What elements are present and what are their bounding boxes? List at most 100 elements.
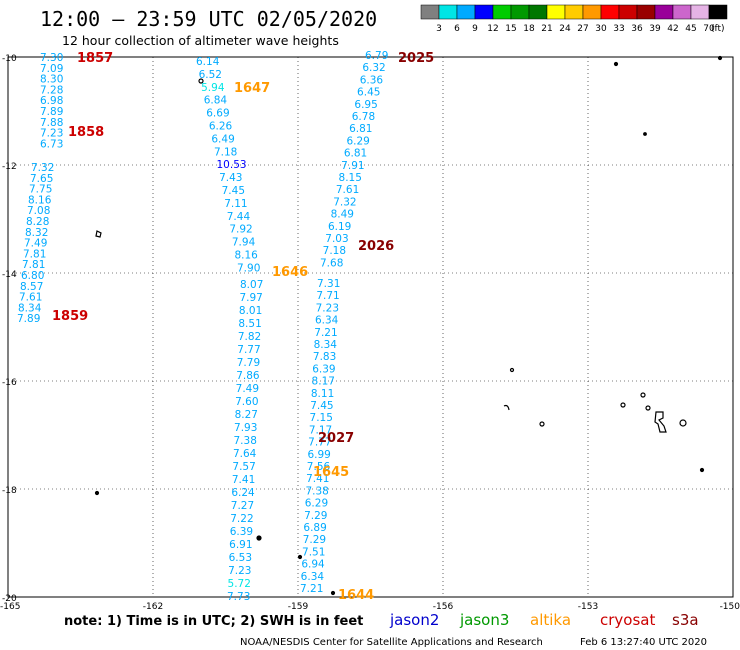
colorbar-label: 70	[703, 24, 715, 34]
swh-value-2025: 7.91	[341, 160, 364, 172]
colorbar-swatch	[708, 4, 728, 20]
swh-value-1858: 7.49	[24, 238, 47, 250]
swh-value-1646: 6.91	[229, 539, 252, 551]
swh-value-1857: 7.88	[40, 117, 63, 129]
swh-value-1646: 7.82	[238, 331, 261, 343]
swh-value-2026: 7.71	[316, 290, 339, 302]
swh-value-1647: 7.94	[232, 237, 256, 249]
swh-value-1647: 7.18	[214, 146, 237, 158]
latitude-label: -18	[2, 486, 17, 496]
colorbar-swatch	[636, 4, 656, 20]
swh-value-1858: 8.28	[26, 216, 49, 228]
pass-label-1645: 1645	[313, 465, 349, 480]
pass-label-1647: 1647	[234, 81, 270, 96]
latitude-label: -20	[2, 594, 17, 604]
island	[679, 419, 687, 427]
swh-value-1646: 8.01	[239, 305, 262, 317]
swh-value-1646: 7.22	[230, 513, 253, 525]
swh-value-1646: 5.72	[228, 578, 251, 590]
swh-value-1857: 8.30	[40, 74, 63, 86]
colorbar-label: 33	[613, 24, 624, 34]
island-outlines	[94, 55, 723, 596]
island	[539, 421, 545, 427]
swh-value-1646: 8.51	[238, 318, 261, 330]
swh-value-1646: 7.41	[232, 474, 255, 486]
colorbar-label: 30	[595, 24, 607, 34]
swh-value-2025: 6.78	[352, 111, 375, 123]
swh-value-1646: 7.60	[235, 396, 258, 408]
swh-value-1647: 7.90	[237, 262, 260, 274]
swh-value-2025: 6.29	[346, 135, 369, 147]
colorbar-swatch	[510, 4, 530, 20]
colorbar-swatch	[492, 4, 512, 20]
swh-value-1647: 7.11	[224, 198, 247, 210]
swh-value-1858: 8.34	[18, 302, 42, 314]
swh-value-1647: 6.14	[196, 56, 220, 68]
swh-value-2026: 7.51	[302, 546, 325, 558]
swh-value-2026: 6.34	[315, 315, 339, 327]
island	[198, 78, 204, 84]
colorbar-label: 24	[559, 24, 571, 34]
latitude-label: -14	[2, 270, 17, 280]
axis-labels: -10 -12 -14 -16 -18 -20-165 -162 -159 -156 -153 -1…	[0, 54, 740, 612]
legend-jason3: jason3	[459, 611, 509, 629]
swh-value-2025: 6.79	[365, 50, 388, 62]
swh-value-2025: 6.81	[349, 123, 372, 135]
longitude-label: -162	[143, 602, 163, 612]
swh-value-2026: 6.99	[307, 449, 330, 461]
colorbar-label: 9	[472, 24, 478, 34]
island	[640, 392, 646, 398]
swh-value-1646: 6.39	[230, 526, 253, 538]
swh-value-1647: 7.44	[227, 211, 251, 223]
island	[330, 590, 336, 596]
swh-value-1646: 8.07	[240, 279, 263, 291]
swh-value-1647: 6.52	[199, 69, 222, 81]
longitude-label: -153	[578, 602, 598, 612]
latitude-label: -10	[2, 54, 17, 64]
island	[509, 367, 515, 373]
swh-value-1646: 7.97	[239, 292, 262, 304]
latitude-label: -12	[2, 162, 17, 172]
pass-label-1646: 1646	[272, 265, 308, 280]
latitude-label: -16	[2, 378, 17, 388]
swh-value-1647: 6.84	[204, 95, 228, 107]
swh-value-1646: 7.64	[233, 448, 257, 460]
units-note: note: 1) Time is in UTC; 2) SWH is in fe…	[64, 614, 363, 629]
swh-value-1646: 7.49	[236, 383, 259, 395]
colorbar-label: 18	[523, 24, 535, 34]
colorbar-label: 21	[541, 24, 552, 34]
swh-value-1647: 6.69	[206, 108, 229, 120]
colorbar-label: 39	[649, 24, 661, 34]
island	[717, 55, 723, 61]
swh-value-2026: 7.41	[306, 473, 329, 485]
colorbar-swatch	[564, 4, 584, 20]
swh-value-2026: 6.29	[305, 498, 328, 510]
swh-value-2026: 8.34	[314, 339, 338, 351]
credit-line: NOAA/NESDIS Center for Satellite Applica…	[240, 637, 543, 648]
plot-frame	[7, 56, 734, 598]
swh-value-1646: 8.27	[235, 409, 258, 421]
swh-value-2026: 7.77	[308, 437, 331, 449]
swh-value-2026: 7.17	[309, 424, 332, 436]
pass-label-1857: 1857	[77, 51, 113, 66]
island	[699, 467, 705, 473]
colorbar-swatch	[474, 4, 494, 20]
swh-value-2026: 7.56	[307, 461, 331, 473]
pass-label-1858: 1858	[68, 125, 104, 140]
swh-value-2025: 7.61	[336, 184, 359, 196]
swh-value-1857: 7.30	[40, 52, 63, 64]
swh-value-1857: 6.73	[40, 138, 63, 150]
swh-value-2026: 8.11	[311, 388, 334, 400]
colorbar-label: 12	[487, 24, 498, 34]
swh-value-2026: 7.45	[310, 400, 333, 412]
swh-value-1646: 6.24	[231, 487, 255, 499]
swh-value-1858: 7.81	[23, 248, 46, 260]
lat-lon-grid	[8, 57, 733, 597]
swh-value-1646: 7.73	[227, 591, 250, 603]
pass-label-2025: 2025	[398, 51, 434, 66]
colorbar-swatch	[546, 4, 566, 20]
swh-value-2025: 8.15	[339, 172, 362, 184]
swh-value-1858: 7.75	[29, 184, 52, 196]
swh-value-1647: 8.16	[234, 250, 258, 262]
swh-value-1858: 7.65	[30, 173, 53, 185]
